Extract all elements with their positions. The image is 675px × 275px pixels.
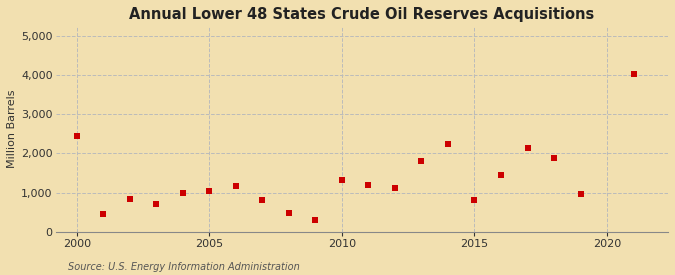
- Point: [628, 72, 639, 76]
- Point: [549, 156, 560, 160]
- Point: [495, 173, 506, 177]
- Point: [389, 186, 400, 190]
- Point: [284, 211, 294, 215]
- Point: [575, 192, 586, 196]
- Point: [204, 188, 215, 193]
- Point: [178, 191, 188, 196]
- Point: [151, 201, 162, 206]
- Point: [230, 183, 241, 188]
- Point: [522, 145, 533, 150]
- Point: [416, 159, 427, 163]
- Point: [72, 134, 82, 138]
- Y-axis label: Million Barrels: Million Barrels: [7, 90, 17, 168]
- Point: [469, 197, 480, 202]
- Text: Source: U.S. Energy Information Administration: Source: U.S. Energy Information Administ…: [68, 262, 299, 272]
- Point: [310, 218, 321, 222]
- Point: [363, 183, 374, 187]
- Point: [443, 142, 454, 147]
- Title: Annual Lower 48 States Crude Oil Reserves Acquisitions: Annual Lower 48 States Crude Oil Reserve…: [129, 7, 595, 22]
- Point: [257, 198, 268, 203]
- Point: [337, 178, 348, 182]
- Point: [98, 212, 109, 216]
- Point: [124, 196, 135, 201]
